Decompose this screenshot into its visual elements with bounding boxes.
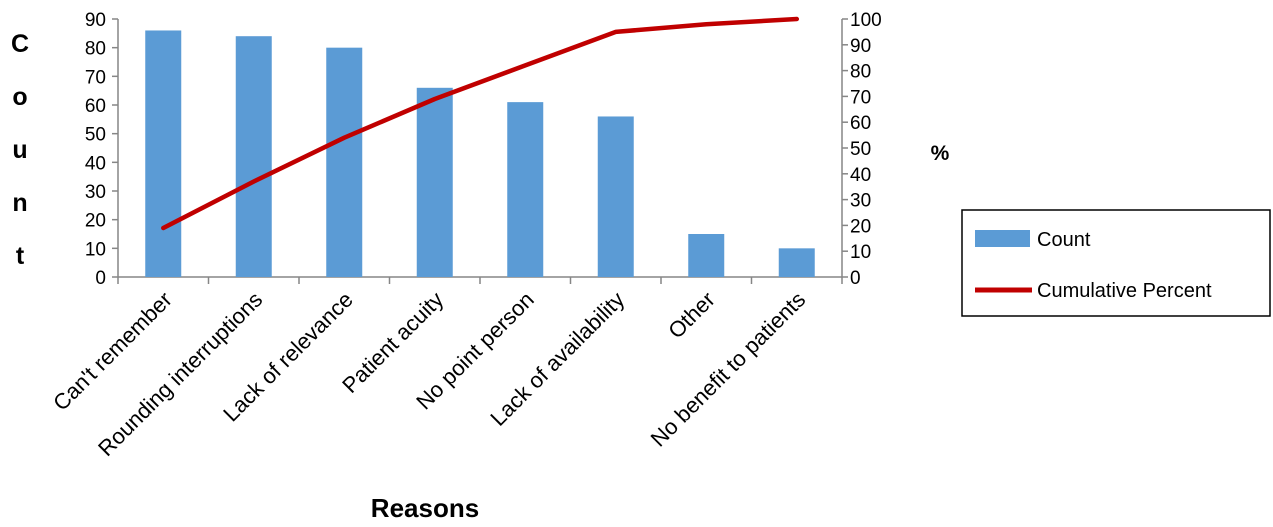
left-tick-label: 80 [85, 39, 106, 60]
right-tick-label: 10 [850, 242, 871, 263]
legend-count-swatch [975, 230, 1030, 247]
axes [117, 19, 843, 284]
y-axis-label-letter: o [12, 83, 27, 111]
right-tick-label: 100 [850, 10, 882, 31]
right-tick-label: 30 [850, 191, 871, 212]
legend: Count Cumulative Percent [961, 209, 1271, 317]
y-axis-label-letter: C [11, 30, 29, 58]
y-axis-label-letter: t [16, 242, 25, 270]
left-tick-label: 50 [85, 125, 106, 146]
left-tick-label: 70 [85, 67, 106, 88]
right-tick-label: 70 [850, 87, 871, 108]
y-axis-label: Count [11, 30, 29, 270]
left-tick-label: 0 [95, 268, 106, 289]
right-tick-label: 0 [850, 268, 861, 289]
category-label: Rounding interruptions [93, 287, 267, 461]
left-axis-ticks: 0 10 20 30 40 50 60 70 80 90 [85, 10, 118, 289]
category-label: No benefit to patients [646, 287, 811, 452]
bar-count [778, 248, 815, 277]
legend-count-label: Count [1037, 229, 1091, 251]
right-axis-ticks: 0 10 20 30 40 50 60 70 80 90 100 [842, 10, 882, 289]
bar-count [688, 234, 725, 277]
left-tick-label: 20 [85, 211, 106, 232]
right-tick-label: 50 [850, 139, 871, 160]
bar-count [416, 87, 453, 277]
bar-count [597, 116, 634, 277]
right-tick-label: 40 [850, 165, 871, 186]
cumulative-line [161, 16, 800, 231]
legend-cumulative-label: Cumulative Percent [1037, 280, 1212, 302]
bar-count [326, 47, 363, 277]
right-tick-label: 90 [850, 36, 871, 57]
left-tick-label: 90 [85, 10, 106, 31]
left-tick-label: 10 [85, 239, 106, 260]
category-label: Other [663, 287, 720, 344]
y-axis-label-letter: u [12, 136, 27, 164]
left-tick-label: 40 [85, 153, 106, 174]
x-axis-label: Reasons [371, 493, 479, 523]
y-axis-label-letter: n [12, 189, 27, 217]
bar-count [145, 30, 182, 277]
cumulative-percent-line [161, 16, 800, 231]
right-tick-label: 60 [850, 113, 871, 134]
right-tick-label: 80 [850, 62, 871, 83]
bar-count [507, 102, 544, 277]
bars [145, 30, 815, 278]
right-tick-label: 20 [850, 216, 871, 237]
left-tick-label: 60 [85, 96, 106, 117]
y2-axis-label: % [931, 142, 950, 165]
bar-count [235, 36, 272, 278]
left-tick-label: 30 [85, 182, 106, 203]
legend-box [961, 209, 1271, 317]
